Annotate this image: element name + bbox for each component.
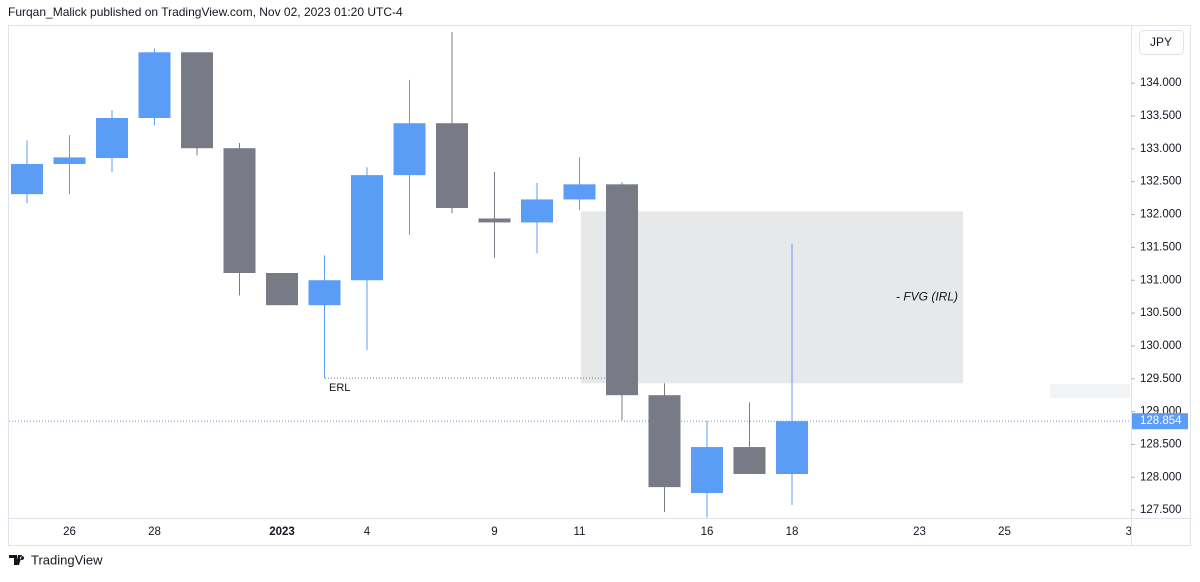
- y-tick-label: 127.500: [1140, 504, 1182, 516]
- candle-body: [223, 148, 256, 273]
- fvg-label: - FVG (IRL): [896, 289, 958, 303]
- last-price-box: [1132, 413, 1188, 430]
- candle-body: [266, 273, 298, 306]
- y-tick-label: 130.500: [1140, 307, 1182, 319]
- candle-body: [776, 421, 808, 474]
- last-price-label: 128.854: [1140, 415, 1182, 427]
- candle-body: [733, 447, 766, 474]
- chart-frame: [8, 25, 1191, 546]
- candle-body: [181, 52, 213, 149]
- x-tick-label: 30: [1126, 526, 1139, 538]
- y-tick-label: 128.000: [1140, 471, 1182, 483]
- y-tick-label: 134.000: [1140, 77, 1182, 89]
- candle-body: [521, 199, 553, 223]
- faint-box: [1050, 384, 1130, 398]
- y-tick-label: 132.000: [1140, 209, 1182, 221]
- y-tick-label: 129.500: [1140, 373, 1182, 385]
- x-tick-label: 11: [574, 526, 586, 538]
- x-tick-label: 16: [701, 526, 714, 538]
- x-tick-label: 2023: [269, 526, 295, 538]
- x-tick-label: 23: [913, 526, 926, 538]
- y-tick-label: 131.500: [1140, 241, 1182, 253]
- candle-body: [351, 175, 383, 281]
- candle-body: [96, 117, 128, 159]
- x-tick-label: 25: [998, 526, 1011, 538]
- brand: TradingView: [31, 552, 103, 567]
- candle-body: [648, 395, 681, 488]
- tradingview-logo: [9, 555, 25, 565]
- plot-area: - FVG (IRL) ERL 26 28 2023 4 9 11 16 18 23 25 30: [9, 31, 1139, 538]
- x-tick-label: 18: [786, 526, 799, 538]
- candle-body: [393, 123, 426, 176]
- y-tick-label: 133.500: [1140, 110, 1182, 122]
- y-tick-label: 128.500: [1140, 438, 1182, 450]
- candle-body: [138, 52, 171, 118]
- x-tick-label: 9: [491, 526, 497, 538]
- candle-body: [691, 447, 723, 494]
- x-tick-label: 4: [364, 526, 371, 538]
- y-tick-label: 132.500: [1140, 176, 1182, 188]
- candle-body: [308, 280, 341, 306]
- fvg-zone: [581, 211, 963, 384]
- x-tick-label: 28: [148, 526, 161, 538]
- candle-body: [11, 163, 43, 195]
- y-tick-label: 133.000: [1140, 143, 1182, 155]
- candle-body: [478, 218, 511, 223]
- currency-label[interactable]: JPY: [1150, 35, 1172, 49]
- candle-body: [606, 184, 638, 396]
- currency-button[interactable]: [1139, 30, 1184, 55]
- author-line: Furqan_Malick published on TradingView.c…: [8, 5, 403, 19]
- y-tick-label: 130.000: [1140, 340, 1182, 352]
- x-tick-label: 26: [63, 526, 76, 538]
- erl-label: ERL: [329, 382, 350, 394]
- candle-body: [436, 123, 468, 208]
- candle-body: [53, 157, 86, 164]
- candle-body: [563, 184, 596, 200]
- y-tick-label: 131.000: [1140, 274, 1182, 286]
